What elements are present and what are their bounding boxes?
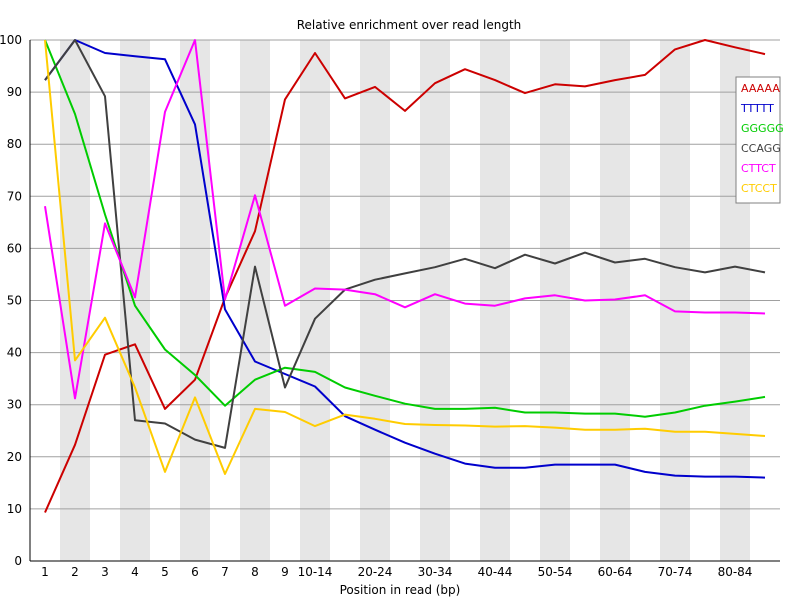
- y-tick-label: 70: [7, 189, 22, 203]
- x-axis-label: Position in read (bp): [340, 583, 461, 597]
- x-tick-label: 60-64: [598, 565, 633, 579]
- x-tick-label: 1: [41, 565, 49, 579]
- y-tick-label: 40: [7, 346, 22, 360]
- legend-entry-aaaaa: AAAAA: [741, 82, 780, 95]
- x-tick-label: 10-14: [298, 565, 333, 579]
- y-tick-label: 80: [7, 137, 22, 151]
- x-tick-label: 2: [71, 565, 79, 579]
- series-line-aaaaa: [44, 39, 766, 513]
- y-tick-label: 90: [7, 85, 22, 99]
- y-tick-label: 0: [14, 554, 22, 568]
- series-lines: [44, 39, 766, 513]
- x-tick-label: 3: [101, 565, 109, 579]
- x-axis-tick-labels: 1 2 3 4 5 6 7 8 9 10-14 20-24 30-34 40-44 50-54 60-64 7…: [41, 565, 752, 579]
- legend: AAAAA TTTTT GGGGG CCAGG CTTCT CTCCT: [735, 76, 784, 204]
- legend-entry-ggggg: GGGGG: [741, 122, 784, 135]
- x-tick-label: 50-54: [538, 565, 573, 579]
- x-tick-label: 80-84: [718, 565, 753, 579]
- x-tick-label: 30-34: [418, 565, 453, 579]
- x-tick-label: 40-44: [478, 565, 513, 579]
- series-line-ccagg: [44, 39, 766, 449]
- chart-title: Relative enrichment over read length: [297, 18, 522, 32]
- x-tick-label: 20-24: [358, 565, 393, 579]
- y-tick-label: 50: [7, 294, 22, 308]
- y-tick-label: 20: [7, 450, 22, 464]
- series-line-ttttt: [44, 39, 766, 479]
- axes: [29, 40, 780, 562]
- legend-entry-cttct: CTTCT: [741, 162, 776, 175]
- y-tick-label: 60: [7, 241, 22, 255]
- series-line-cttct: [44, 39, 766, 400]
- x-tick-label: 70-74: [658, 565, 693, 579]
- y-axis-tick-labels: 0 10 20 30 40 50 60 70 80 90 100: [0, 33, 22, 568]
- x-tick-label: 6: [191, 565, 199, 579]
- y-tick-label: 30: [7, 398, 22, 412]
- x-tick-label: 8: [251, 565, 259, 579]
- x-tick-label: 7: [221, 565, 229, 579]
- legend-entry-ttttt: TTTTT: [740, 102, 774, 115]
- x-tick-label: 4: [131, 565, 139, 579]
- legend-box: [735, 76, 781, 204]
- y-tick-label: 10: [7, 502, 22, 516]
- legend-entry-ctcct: CTCCT: [741, 182, 777, 195]
- series-line-ggggg: [44, 39, 766, 418]
- y-tick-label: 100: [0, 33, 22, 47]
- x-tick-label: 9: [281, 565, 289, 579]
- legend-entry-ccagg: CCAGG: [741, 142, 781, 155]
- series-line-ctcct: [44, 39, 766, 475]
- x-tick-label: 5: [161, 565, 169, 579]
